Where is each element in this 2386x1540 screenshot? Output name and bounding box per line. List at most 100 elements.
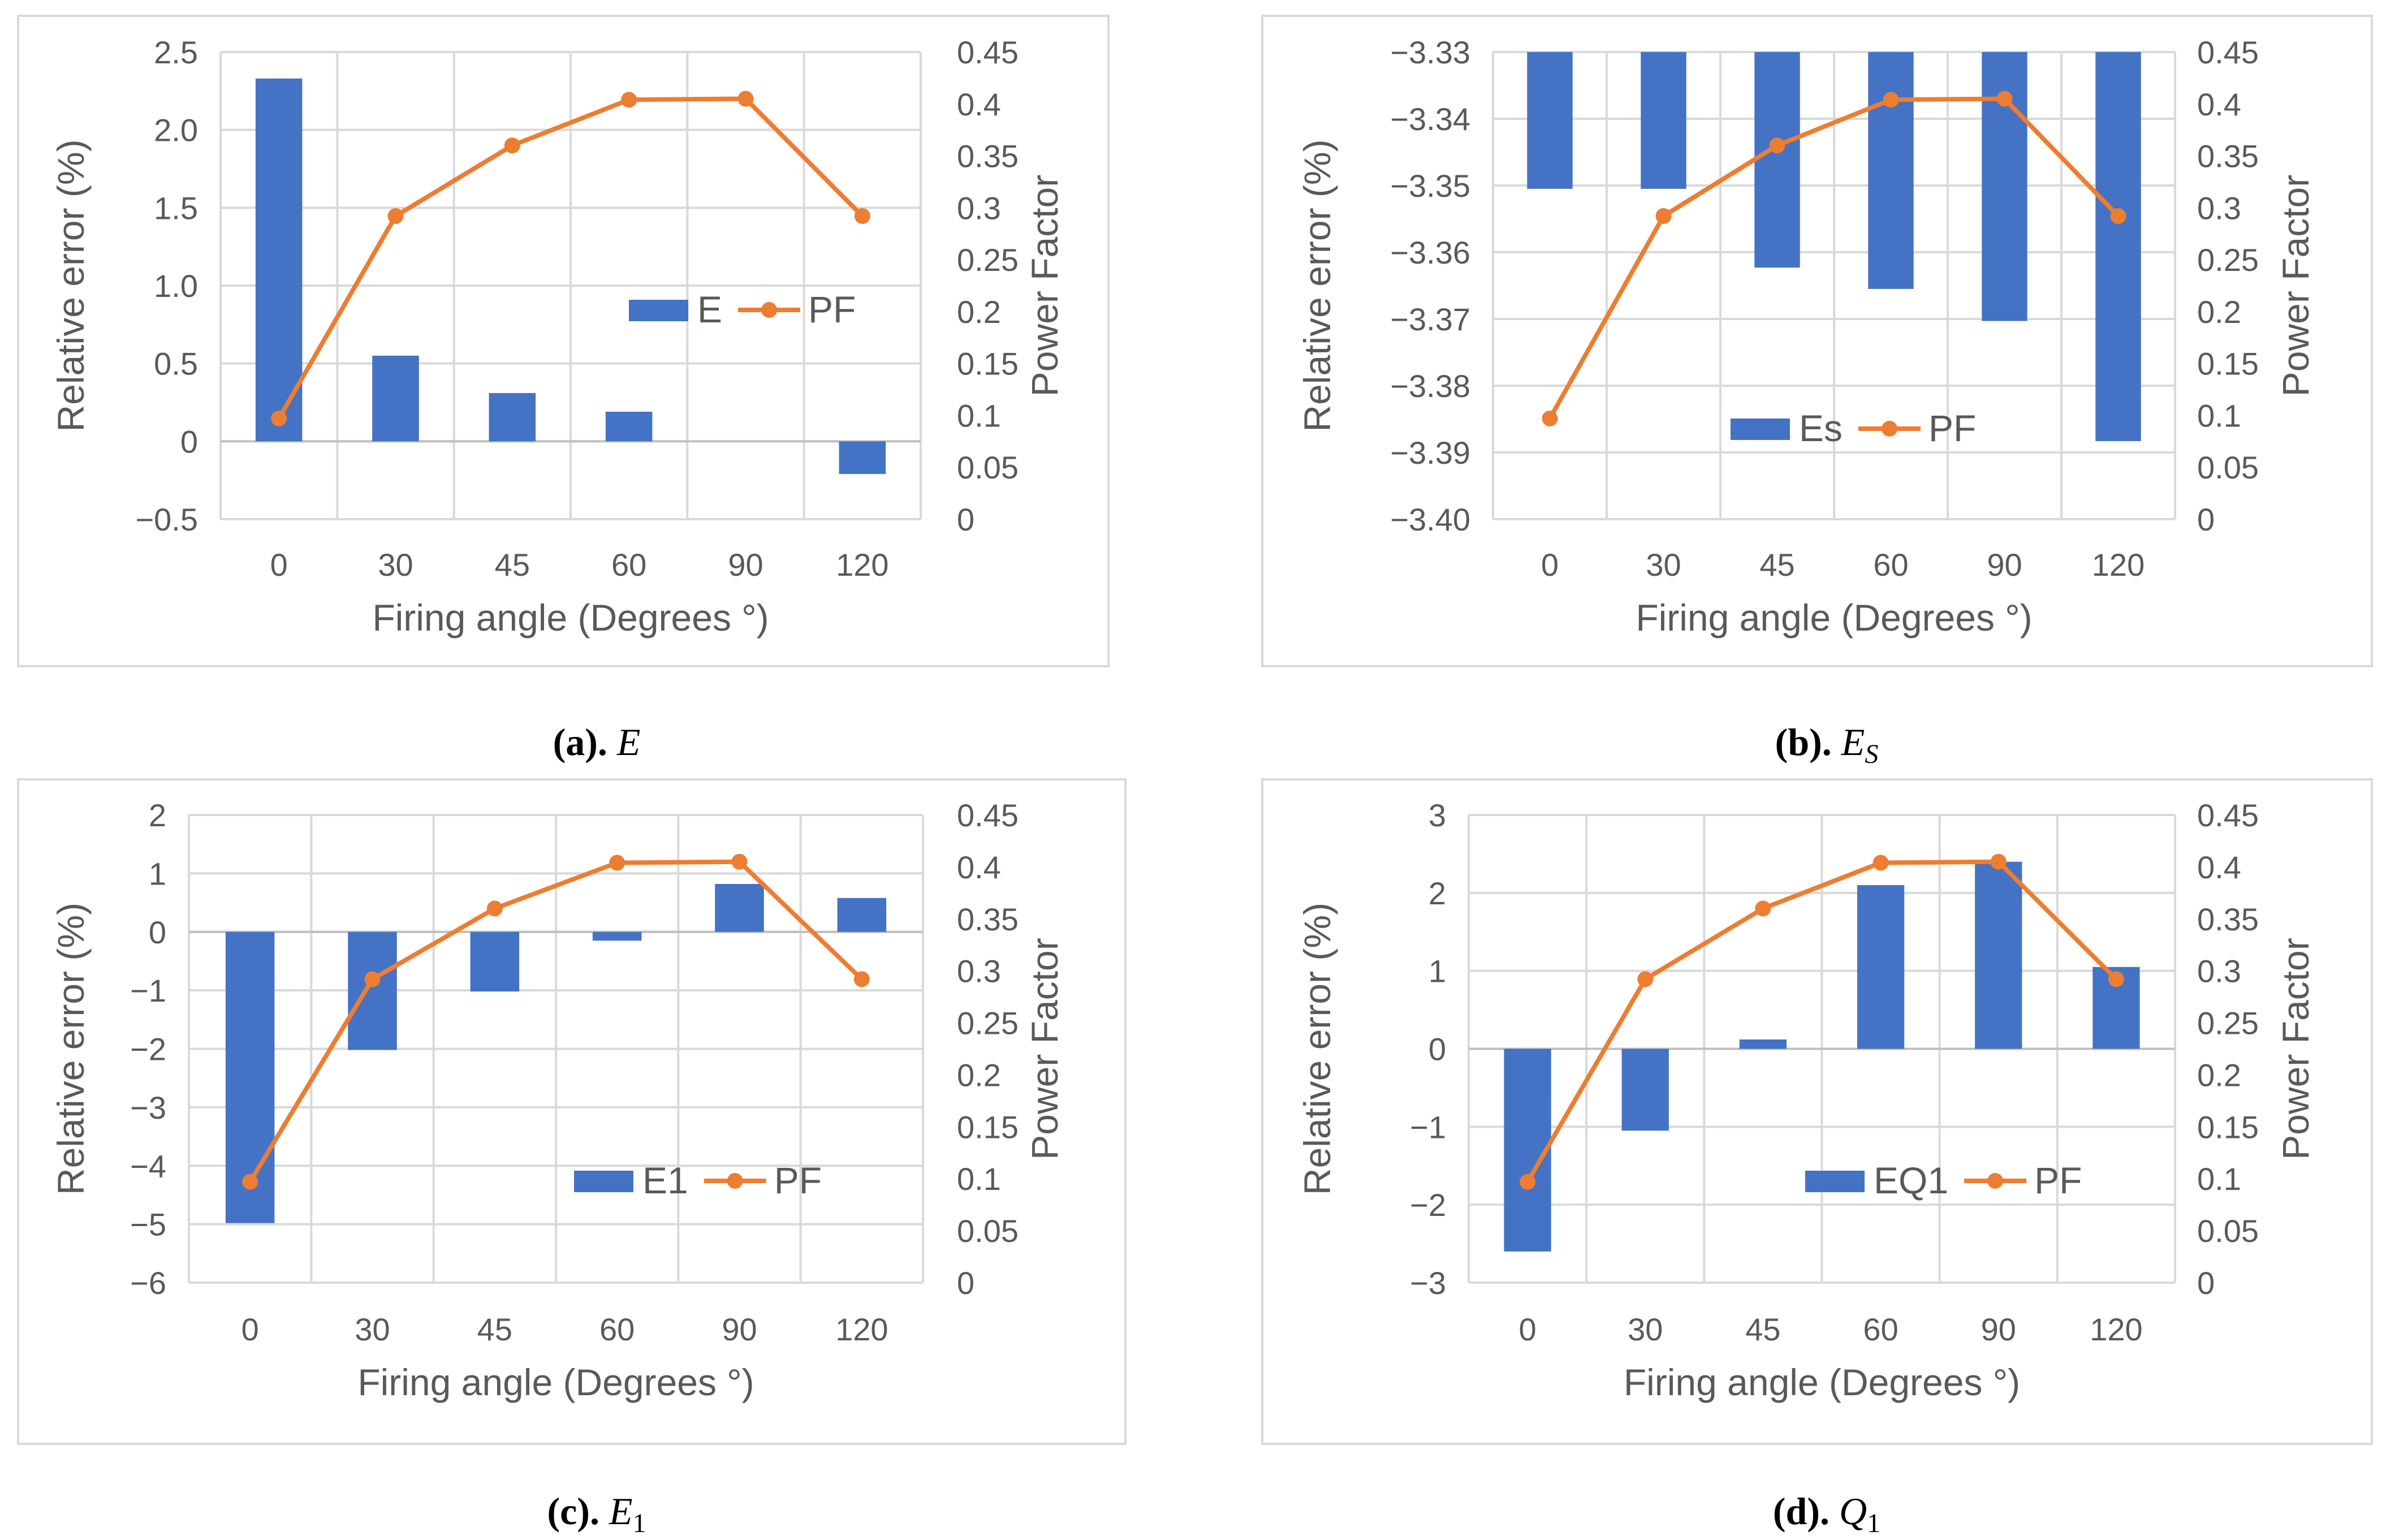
y-tick-label: 2.5 [154,34,198,70]
pf-point-45 [504,137,520,154]
x-tick-label: 90 [1987,547,2022,583]
y-tick-label: 0.5 [154,346,198,382]
legend-line-marker [1987,1173,2004,1189]
y2-axis-title: Power Factor [2275,175,2316,396]
y2-tick-label: 0.15 [2197,346,2259,382]
y-tick-label: −3.38 [1390,368,1470,404]
bar-60 [592,931,642,941]
y-tick-label: −3.34 [1390,101,1470,137]
bar-60 [1868,52,1914,289]
y2-tick-label: 0.25 [957,242,1019,278]
pf-point-30 [1655,208,1672,225]
legend-label-bar: E1 [642,1159,688,1201]
pf-point-60 [1883,92,1899,108]
y2-tick-label: 0.25 [2197,242,2259,278]
caption-label: (b). [1775,721,1832,763]
legend-label-line: PF [774,1159,822,1201]
y2-tick-label: 0.3 [957,954,1001,989]
x-tick-label: 120 [835,1312,888,1347]
y-tick-label: 1 [1429,954,1446,989]
x-axis-title: Firing angle (Degrees °) [1624,1361,2020,1403]
pf-point-120 [854,208,870,225]
y2-tick-label: 0.4 [2197,849,2241,885]
y2-tick-label: 0.35 [2197,139,2259,174]
y2-tick-label: 0.4 [2197,87,2241,122]
y2-tick-label: 0.45 [2197,34,2259,70]
chart-panel-b: −3.40 −3.39 −3.38 −3.37 −3.36 −3.35 −3.34 −3.33… [1261,15,2373,769]
legend-label-bar: Es [1799,407,1843,449]
y-tick-label: 1.0 [154,268,198,304]
pf-point-30 [387,208,404,225]
caption-subscript: 1 [633,1508,646,1538]
x-axis-title: Firing angle (Degrees °) [372,597,769,639]
y2-tick-label: 0.45 [957,797,1019,833]
x-tick-label: 45 [495,547,530,583]
legend-bar-swatch [1731,419,1790,440]
caption-label: (a). [553,721,607,763]
bar-30 [1641,52,1686,189]
bar-45 [1754,52,1800,268]
x-tick-label: 0 [241,1312,259,1347]
x-tick-label: 90 [728,547,763,583]
y2-tick-label: 0.3 [2197,190,2241,226]
y-tick-label: −4 [130,1148,166,1184]
bar-30 [372,355,419,442]
caption-subscript: S [1865,739,1878,769]
pf-point-0 [242,1174,258,1190]
chart-panel-d: −3−2−1012300.050.10.150.20.250.30.350.40… [1261,778,2373,1538]
y2-tick-label: 0.15 [957,346,1019,382]
legend-bar-swatch [574,1171,633,1192]
pf-point-0 [1542,410,1558,426]
y-tick-label: −3.37 [1390,301,1470,337]
legend-label-bar: EQ1 [1874,1159,1948,1201]
y2-tick-label: 0.35 [2197,901,2259,937]
x-tick-label: 0 [270,547,288,583]
pf-point-30 [1637,971,1654,987]
legend-line-marker [1882,421,1898,437]
pf-series-line [1525,859,2118,1183]
x-axis-title: Firing angle (Degrees °) [357,1361,754,1403]
bar-60 [605,412,653,442]
pf-series-line [277,96,864,420]
y-tick-label: −1 [1410,1109,1446,1145]
y2-tick-label: 0.1 [2197,1161,2241,1197]
y2-tick-label: 0 [2197,1265,2215,1301]
pf-point-90 [731,853,748,870]
chart-panel-a: −0.5 0 0.5 1.0 1.5 2.0 2.5 0 0.05 0.1 0.15 0.2 0.25 0… [17,15,1110,763]
pf-series-line [1548,96,2120,420]
y-tick-label: −0.5 [135,502,198,537]
y-axis-title: Relative error (%) [50,139,92,432]
y2-tick-label: 0.2 [957,294,1001,330]
caption-label: (c). [547,1490,599,1533]
y-tick-label: −3.36 [1390,235,1470,270]
x-tick-label: 45 [1759,547,1794,583]
caption-label: (d). [1773,1490,1830,1533]
caption-symbol: E [607,721,641,763]
caption-symbol: Q [1830,1490,1867,1533]
y2-tick-label: 0.1 [957,398,1001,433]
y2-tick-label: 0.3 [957,190,1001,226]
pf-point-60 [609,855,625,871]
pf-point-120 [2110,208,2126,225]
x-axis-title: Firing angle (Degrees °) [1636,597,2032,639]
y2-tick-label: 0 [2197,502,2215,537]
y-tick-label: 2 [1429,875,1446,911]
pf-point-90 [1990,853,2007,870]
x-tick-label: 120 [836,547,888,583]
x-tick-label: 60 [1863,1312,1898,1347]
y-tick-label: 0 [149,914,166,950]
y2-tick-label: 0.05 [957,1213,1019,1249]
legend-bar-swatch [629,300,688,321]
chart-frame [1261,778,2373,1445]
y2-tick-label: 0.4 [957,849,1001,885]
y-tick-label: −2 [1410,1187,1446,1223]
x-tick-label: 0 [1541,547,1559,583]
pf-point-45 [1769,137,1785,154]
y2-axis-title: Power Factor [1024,175,1065,396]
y-tick-label: 0 [180,424,198,459]
y2-tick-label: 0.05 [2197,450,2259,485]
pf-point-90 [1996,90,2013,107]
legend-label-bar: E [697,288,722,330]
y2-tick-label: 0.05 [957,450,1019,485]
